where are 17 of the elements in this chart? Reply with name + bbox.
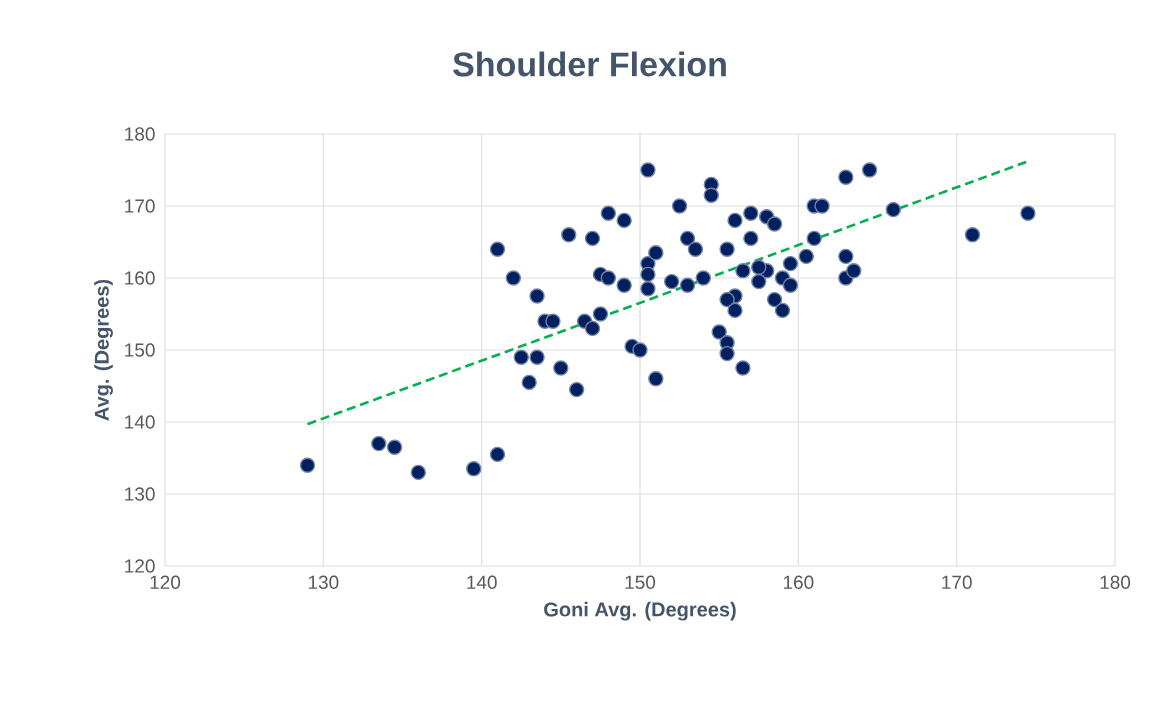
- y-tick-label: 170: [125, 199, 155, 213]
- x-tick-label: 170: [942, 575, 972, 589]
- x-tick-label: 130: [308, 575, 339, 589]
- y-tick-label: 120: [125, 559, 155, 573]
- y-tick-label: 150: [125, 343, 155, 357]
- y-tick-label: 140: [125, 415, 155, 429]
- x-tick-label: 180: [1100, 575, 1131, 589]
- y-tick-label: 160: [125, 271, 155, 285]
- y-tick-label: 180: [125, 127, 155, 141]
- x-tick-label: 140: [467, 575, 497, 589]
- x-tick-label: 150: [625, 575, 656, 589]
- y-tick-label: 130: [125, 487, 155, 501]
- y-axis-title: Avg. (Degrees): [94, 279, 113, 421]
- x-axis-title: Goni Avg. (Degrees): [544, 601, 736, 621]
- x-tick-label: 120: [150, 575, 181, 589]
- x-tick-label: 160: [783, 575, 814, 589]
- chart-title: Shoulder Flexion: [453, 51, 726, 77]
